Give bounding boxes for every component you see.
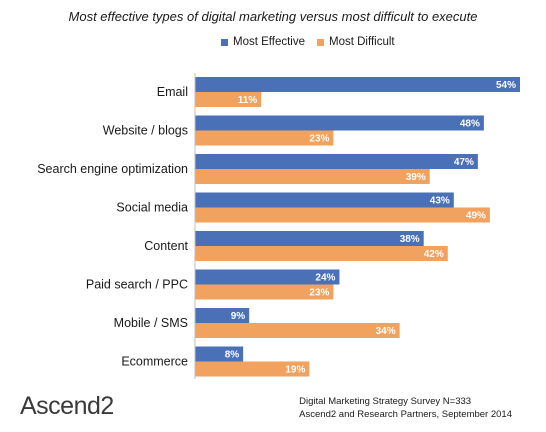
bar-most-effective-paid-search-ppc <box>195 269 340 285</box>
data-label-most-effective-social-media: 43% <box>430 196 450 207</box>
legend-swatch-most-effective <box>221 38 228 46</box>
data-label-most-difficult-website-blogs: 23% <box>309 134 329 145</box>
category-label-social-media: Social media <box>116 201 188 215</box>
data-label-most-difficult-email: 11% <box>238 95 258 106</box>
chart-title: Most effective types of digital marketin… <box>68 9 478 24</box>
category-label-content: Content <box>144 239 188 253</box>
data-label-most-effective-paid-search-ppc: 24% <box>315 273 335 284</box>
category-label-search-engine-optimization: Search engine optimization <box>37 162 188 176</box>
bar-most-effective-mobile-sms <box>195 308 250 323</box>
legend: Most Effective Most Difficult <box>221 36 407 48</box>
legend-label-most-difficult: Most Difficult <box>329 36 395 48</box>
category-label-paid-search-ppc: Paid search / PPC <box>86 278 188 292</box>
bar-most-effective-ecommerce <box>195 346 244 362</box>
brand-logo: Ascend2 <box>20 392 114 420</box>
legend-label-most-effective: Most Effective <box>233 36 306 48</box>
data-label-most-effective-ecommerce: 8% <box>225 350 240 361</box>
category-label-email: Email <box>157 85 188 99</box>
data-label-most-difficult-mobile-sms: 34% <box>376 326 396 337</box>
data-label-most-effective-content: 38% <box>400 234 420 245</box>
legend-item-most-difficult: Most Difficult <box>317 36 395 48</box>
data-label-most-effective-mobile-sms: 9% <box>231 311 246 322</box>
legend-swatch-most-difficult <box>317 38 325 46</box>
bar-most-effective-search-engine-optimization <box>195 154 478 169</box>
bar-most-difficult-social-media <box>195 207 490 223</box>
bar-most-difficult-ecommerce <box>195 361 310 377</box>
data-label-most-effective-email: 54% <box>496 80 516 91</box>
legend-item-most-effective: Most Effective <box>221 36 305 48</box>
category-label-ecommerce: Ecommerce <box>121 355 188 369</box>
bar-most-effective-content <box>195 231 424 246</box>
bar-most-difficult-content <box>195 246 448 261</box>
data-label-most-effective-search-engine-optimization: 47% <box>454 157 474 168</box>
data-label-most-effective-website-blogs: 48% <box>460 119 480 130</box>
source-note: Digital Marketing Strategy Survey N=333 … <box>299 395 512 421</box>
category-label-mobile-sms: Mobile / SMS <box>114 316 188 330</box>
data-label-most-difficult-content: 42% <box>424 249 444 260</box>
data-label-most-difficult-social-media: 49% <box>466 211 486 222</box>
bar-most-difficult-mobile-sms <box>195 323 400 338</box>
bar-most-effective-social-media <box>195 192 454 208</box>
bar-most-effective-email <box>195 77 520 92</box>
bar-most-difficult-search-engine-optimization <box>195 169 430 184</box>
data-label-most-difficult-paid-search-ppc: 23% <box>309 288 329 299</box>
bar-most-difficult-email <box>195 92 262 107</box>
data-label-most-difficult-search-engine-optimization: 39% <box>406 172 426 183</box>
category-label-website-blogs: Website / blogs <box>103 124 188 138</box>
source-line-1: Digital Marketing Strategy Survey N=333 <box>299 396 472 407</box>
data-label-most-difficult-ecommerce: 19% <box>285 365 305 376</box>
source-line-2: Ascend2 and Research Partners, September… <box>299 409 512 420</box>
bar-most-difficult-paid-search-ppc <box>195 284 334 300</box>
bar-most-difficult-website-blogs <box>195 130 334 146</box>
bar-most-effective-website-blogs <box>195 115 484 131</box>
